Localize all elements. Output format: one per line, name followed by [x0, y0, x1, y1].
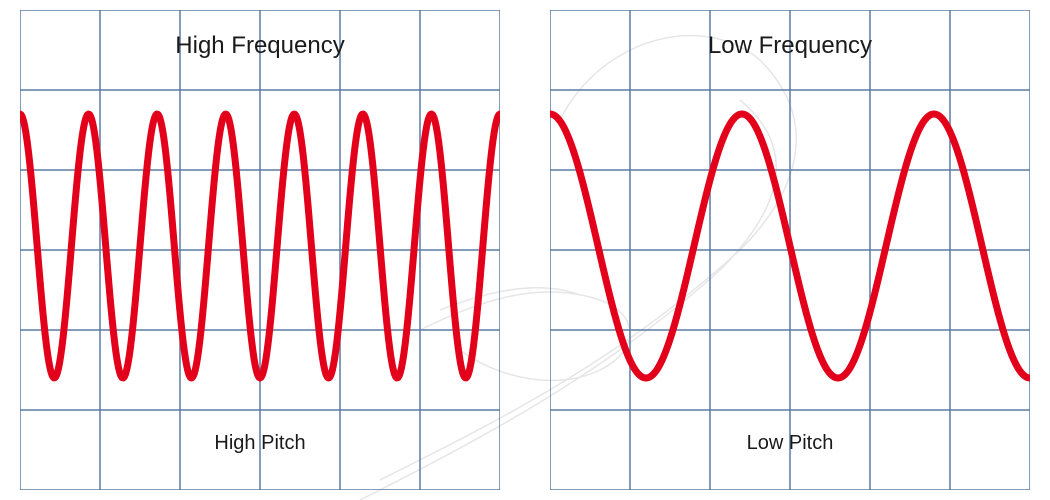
low-pitch-label: Low Pitch	[550, 432, 1030, 455]
high-pitch-label: High Pitch	[20, 432, 500, 455]
high-frequency-panel: High Frequency High Pitch	[20, 10, 500, 490]
low-frequency-panel: Low Frequency Low Pitch	[550, 10, 1030, 490]
high-frequency-chart	[20, 10, 500, 490]
low-frequency-chart	[550, 10, 1030, 490]
grid	[20, 10, 500, 490]
high-frequency-title: High Frequency	[20, 32, 500, 60]
low-frequency-title: Low Frequency	[550, 32, 1030, 60]
